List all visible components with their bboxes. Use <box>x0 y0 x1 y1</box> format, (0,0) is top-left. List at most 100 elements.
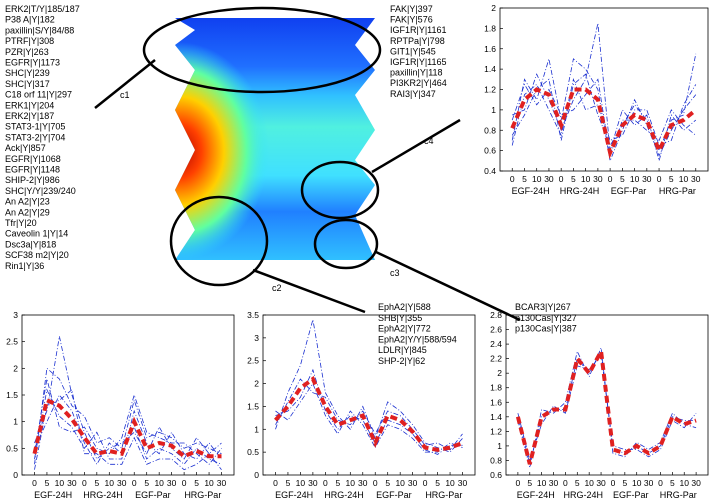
cluster-annotations: c1 c2 c3 c4 <box>94 6 521 322</box>
x-tick-label: 10 <box>584 478 594 488</box>
mean-series-line <box>510 87 698 159</box>
left-protein-item: EGFR|Y|1148 <box>5 165 60 175</box>
left-protein-item: ERK2|Y|187 <box>5 111 54 121</box>
x-tick-label: 10 <box>680 478 690 488</box>
y-tick-label: 2 <box>491 3 496 13</box>
x-tick-label: 0 <box>132 478 137 488</box>
y-tick-label: 2.5 <box>6 337 18 347</box>
y-tick-label: 2.8 <box>490 310 502 320</box>
y-tick-label: 0 <box>13 470 18 480</box>
x-tick-label: 0 <box>608 174 613 184</box>
x-tick-label: 30 <box>593 174 603 184</box>
left-protein-item: ERK1|Y|204 <box>5 100 54 110</box>
condition-label: HRG-Par <box>184 490 221 500</box>
x-tick-label: 10 <box>55 478 65 488</box>
x-tick-label: 10 <box>296 478 306 488</box>
x-tick-label: 5 <box>669 174 674 184</box>
x-tick-label: 5 <box>527 478 532 488</box>
x-tick-label: 0 <box>611 478 616 488</box>
x-tick-label: 0 <box>657 174 662 184</box>
y-tick-label: 1 <box>497 441 502 451</box>
mean-series-line <box>274 375 464 452</box>
y-tick-label: 2 <box>254 379 259 389</box>
c2-protein-item: EphA2|Y|772 <box>378 324 431 334</box>
y-tick-label: 0.6 <box>490 470 502 480</box>
condition-label: EGF-Par <box>135 490 171 500</box>
cluster-c4-ellipse <box>300 160 380 220</box>
y-tick-label: 1.6 <box>490 397 502 407</box>
y-tick-label: 1.2 <box>484 85 496 95</box>
left-protein-item: ERK2|T/Y|185/187 <box>5 4 80 14</box>
c3-protein-item: BCAR3|Y|267 <box>515 302 571 312</box>
member-series-line <box>275 368 463 455</box>
c3-protein-item: p130Cas|Y|387 <box>515 324 577 334</box>
y-tick-label: 0.5 <box>6 443 18 453</box>
x-tick-label: 10 <box>346 478 356 488</box>
c1-connector <box>94 59 156 109</box>
cluster-label-c1: c1 <box>120 90 130 100</box>
condition-label: EGF-Par <box>376 490 412 500</box>
cluster-label-c4: c4 <box>424 136 434 146</box>
x-tick-label: 30 <box>308 478 318 488</box>
x-tick-label: 10 <box>204 478 214 488</box>
x-tick-label: 30 <box>117 478 127 488</box>
x-tick-label: 5 <box>286 478 291 488</box>
y-tick-label: 3 <box>13 310 18 320</box>
left-protein-item: Ack|Y|857 <box>5 143 46 153</box>
y-tick-label: 0.8 <box>490 455 502 465</box>
left-protein-item: SHC|Y|239 <box>5 68 50 78</box>
plot-c3: 0.60.811.21.41.61.822.22.42.62.80 5 10 30 0 5… <box>490 310 709 500</box>
left-protein-item: SHC|Y|317 <box>5 79 50 89</box>
y-tick-label: 1.8 <box>484 23 496 33</box>
y-tick-label: 1 <box>13 417 18 427</box>
plot-frame <box>21 314 235 476</box>
y-tick-label: 0.5 <box>247 447 259 457</box>
cluster-c1-ellipse <box>142 6 382 94</box>
x-tick-label: 0 <box>658 478 663 488</box>
x-tick-label: 5 <box>620 174 625 184</box>
condition-label: EGF-24H <box>512 186 550 196</box>
y-tick-label: 1 <box>491 105 496 115</box>
condition-label: HRG-24H <box>83 490 123 500</box>
left-protein-item: STAT3-2|Y|704 <box>5 132 65 142</box>
x-tick-label: 5 <box>335 478 340 488</box>
left-protein-item: Dsc3a|Y|818 <box>5 239 56 249</box>
left-protein-item: EGFR|Y|1173 <box>5 58 60 68</box>
left-protein-item: P38 A|Y|182 <box>5 15 55 25</box>
x-tick-label: 5 <box>522 174 527 184</box>
y-tick-label: 1 <box>254 424 259 434</box>
x-tick-label: 30 <box>644 478 654 488</box>
mean-series-line <box>515 344 697 465</box>
top-right-protein-item: PI3KR2|Y|464 <box>390 78 447 88</box>
y-tick-label: 2.5 <box>247 356 259 366</box>
member-series-line <box>34 388 222 471</box>
c2-protein-item: EphA2|Y/Y|588/594 <box>378 334 457 344</box>
c4-connector <box>371 118 461 174</box>
plot-c1: 00.511.522.530 5 10 30 0 5 10 30 0 5 10 30 0 5 10 30EGF… <box>6 310 235 500</box>
cluster-c2-ellipse <box>169 195 269 287</box>
x-tick-label: 30 <box>642 174 652 184</box>
x-tick-label: 5 <box>575 478 580 488</box>
left-protein-item: EGFR|Y|1068 <box>5 154 61 164</box>
c3-connector <box>375 250 521 322</box>
left-protein-item: An A2|Y|23 <box>5 197 50 207</box>
x-tick-label: 30 <box>549 478 559 488</box>
member-series-line <box>34 367 222 465</box>
x-tick-label: 10 <box>154 478 164 488</box>
top-right-protein-item: FAK|Y|397 <box>390 4 433 14</box>
c2-protein-item: LDLR|Y|845 <box>378 345 427 355</box>
x-tick-label: 5 <box>571 174 576 184</box>
y-tick-label: 0 <box>254 470 259 480</box>
condition-label: EGF-24H <box>517 490 555 500</box>
y-tick-label: 2.2 <box>490 354 502 364</box>
y-tick-label: 2 <box>13 363 18 373</box>
member-series-line <box>275 319 463 453</box>
top-right-protein-item: IGF1R|Y|1161 <box>390 25 447 35</box>
condition-label: EGF-Par <box>611 186 647 196</box>
x-tick-label: 0 <box>82 478 87 488</box>
left-protein-item: Tfr|Y|20 <box>5 218 37 228</box>
x-tick-label: 0 <box>516 478 521 488</box>
x-tick-label: 5 <box>194 478 199 488</box>
c2-connector <box>252 268 366 314</box>
